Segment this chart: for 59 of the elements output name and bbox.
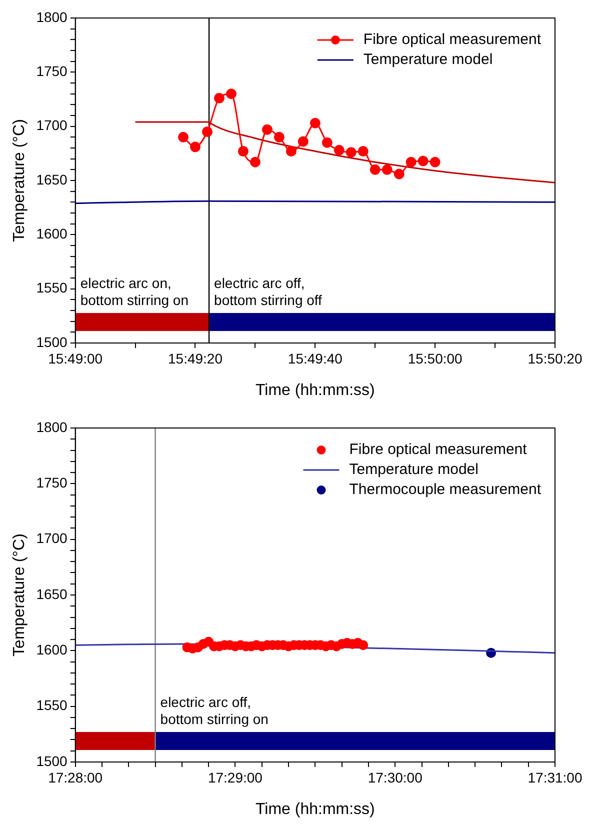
point	[418, 156, 428, 166]
point	[286, 146, 296, 156]
point	[214, 92, 224, 104]
point	[346, 147, 356, 158]
y-tick-label: 1550	[36, 280, 68, 296]
x-tick-label: 17:28:00	[48, 769, 103, 786]
legend-label: Fibre optical measurement	[349, 441, 528, 458]
point	[178, 132, 189, 142]
point	[370, 164, 380, 175]
y-tick-label: 1700	[36, 530, 68, 546]
point	[262, 124, 272, 135]
point	[406, 156, 416, 168]
point	[358, 146, 368, 156]
point	[250, 156, 260, 168]
point	[274, 132, 284, 142]
x-tick-label: 15:49:00	[48, 350, 103, 366]
point	[394, 168, 404, 180]
point	[334, 144, 344, 156]
point	[322, 137, 332, 148]
y-tick-label: 1650	[36, 586, 68, 602]
y-tick-label: 1500	[36, 334, 68, 350]
y-tick-label: 1500	[36, 752, 68, 769]
x-tick-label: 15:50:00	[408, 350, 463, 366]
band-label: electric arc off, bottom stirring off	[214, 275, 322, 308]
legend-label: Thermocouple measurement	[349, 481, 542, 498]
y-tick-label: 1650	[36, 171, 68, 188]
x-axis-title: Time (hh:mm:ss)	[255, 382, 375, 399]
y-tick-label: 1800	[36, 8, 68, 25]
x-tick-label: 15:50:20	[528, 350, 582, 366]
y-axis-title: Temperature (°C)	[11, 534, 28, 656]
band-label: electric arc on, bottom stirring on	[80, 275, 189, 308]
point	[358, 640, 368, 650]
x-tick-label: 17:30:00	[368, 769, 423, 786]
y-tick-label: 1550	[36, 697, 68, 714]
y-tick-label: 1600	[36, 226, 68, 242]
x-tick-label: 17:29:00	[208, 769, 263, 786]
point	[238, 146, 248, 156]
y-tick-label: 1750	[36, 63, 68, 80]
point	[226, 88, 236, 100]
point	[202, 126, 212, 137]
y-tick-label: 1700	[36, 117, 68, 134]
legend-label: Temperature model	[349, 461, 478, 478]
legend-label: Temperature model	[363, 51, 493, 68]
point	[382, 164, 392, 175]
x-axis-title: Time (hh:mm:ss)	[255, 800, 375, 818]
line-series	[134, 121, 555, 184]
point	[430, 156, 440, 168]
point	[310, 118, 320, 128]
y-tick-label: 1600	[36, 642, 68, 658]
point	[298, 136, 308, 147]
y-axis-title: Temperature (°C)	[11, 119, 28, 242]
point	[190, 142, 200, 152]
x-tick-label: 17:31:00	[528, 769, 582, 786]
y-tick-label: 1750	[36, 474, 68, 491]
x-tick-label: 15:49:40	[288, 350, 343, 366]
legend-label: Fibre optical measurement	[363, 31, 542, 48]
x-tick-label: 15:49:20	[168, 350, 223, 366]
y-tick-label: 1800	[36, 418, 68, 435]
band-label: electric arc off, bottom stirring on	[160, 694, 268, 727]
